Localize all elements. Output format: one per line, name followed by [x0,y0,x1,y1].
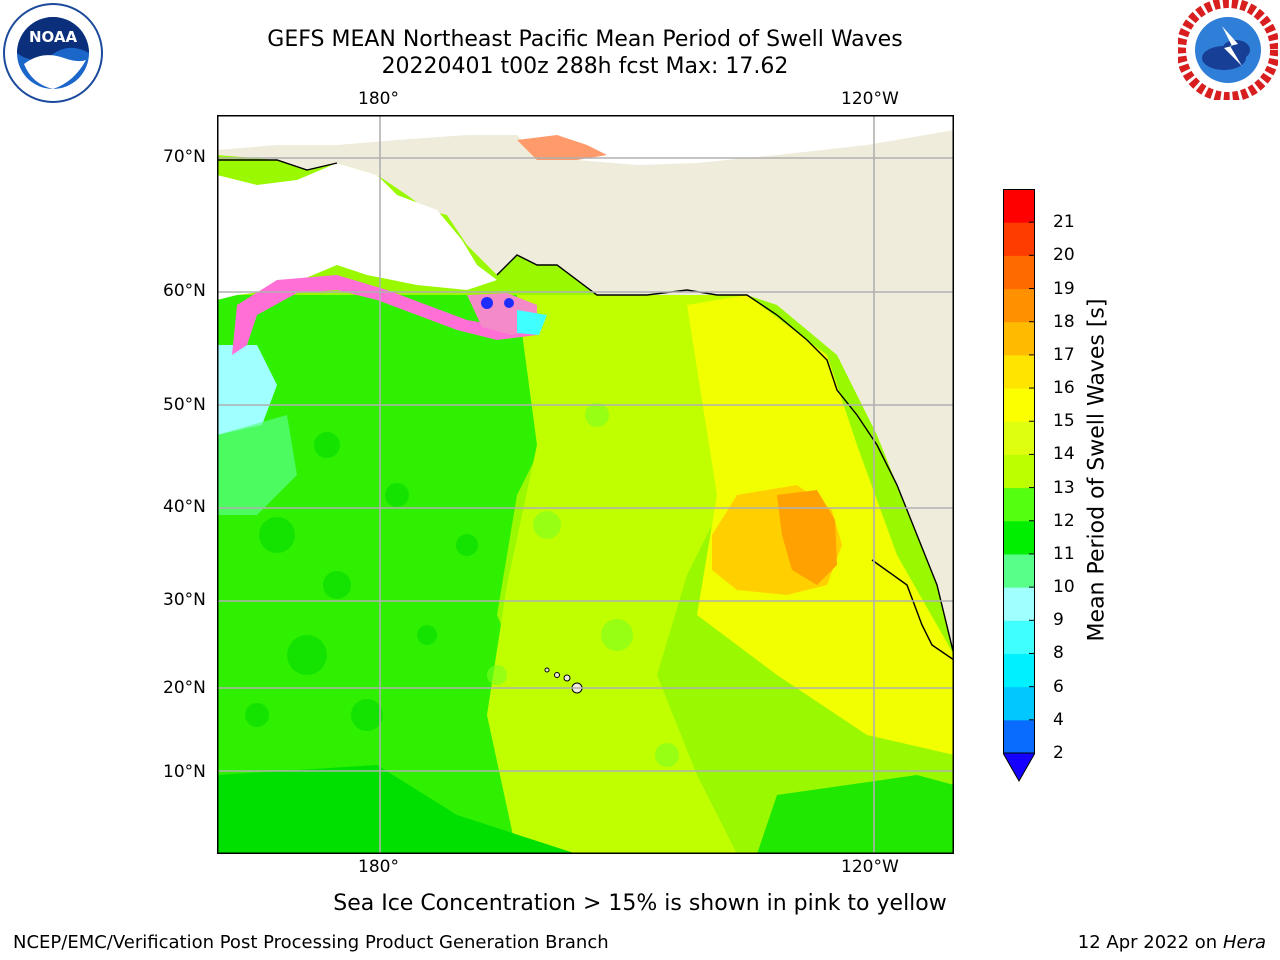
lon-tick-bottom-180: 180° [358,857,399,877]
colorbar-band [1003,288,1035,323]
colorbar-band [1003,321,1035,356]
colorbar [1002,189,1036,793]
colorbar-tick-label: 16 [1053,378,1075,399]
footer-date-text: 12 Apr 2022 on [1077,932,1218,953]
chart-subtitle: 20220401 t00z 288h fcst Max: 17.62 [381,54,789,79]
lat-tick-40n: 40°N [163,497,206,517]
map-frame [217,115,954,854]
nodata-arctic [217,115,954,165]
colorbar-under-arrow [1002,752,1036,783]
lat-tick-20n: 20°N [163,678,206,698]
lon-tick-top-180: 180° [358,89,399,109]
coastline-baja [871,559,954,661]
hawaii-islands [544,667,583,694]
colorbar-band [1003,653,1035,688]
noaa-logo-icon: NOAA [2,2,104,108]
graticule [217,115,954,854]
land-north [217,115,954,655]
map-panel [217,115,954,854]
footer-host: Hera [1222,932,1266,953]
nodata-bering [217,163,497,300]
lat-tick-30n: 30°N [163,590,206,610]
sea-ice-cyan-patch [517,310,547,335]
colorbar-band [1003,454,1035,489]
coastline-alaska [217,159,954,656]
lat-tick-60n: 60°N [163,281,206,301]
colorbar-band [1003,189,1035,223]
colorbar-band [1003,354,1035,389]
colorbar-tick-label: 8 [1053,643,1064,664]
chart-title: GEFS MEAN Northeast Pacific Mean Period … [267,27,903,52]
colorbar-band [1003,421,1035,455]
colorbar-band [1003,587,1035,621]
colorbar-tick-label: 9 [1053,610,1064,631]
lon-tick-bottom-120w: 120°W [841,857,899,877]
lon-tick-top-120w: 120°W [841,89,899,109]
zone-cyan-west [217,345,277,435]
colorbar-title: Mean Period of Swell Waves [s] [1084,298,1110,642]
colorbar-band [1003,553,1035,588]
colorbar-band [1003,222,1035,256]
colorbar-tick-label: 18 [1053,311,1075,332]
colorbar-band [1003,686,1035,721]
zone-lightgreen-west [217,415,297,515]
sea-ice-arctic [517,135,607,160]
colorbar-tick-label: 11 [1053,543,1075,564]
colorbar-tick-label: 20 [1053,245,1075,266]
colorbar-tick-label: 6 [1053,676,1064,697]
colorbar-band [1003,388,1035,422]
lat-tick-50n: 50°N [163,395,206,415]
zone-green-southeast [757,775,954,854]
colorbar-tick-label: 15 [1053,411,1075,432]
sea-ice-blue-patch [481,297,493,309]
footer-date: 12 Apr 2022 on Hera [1078,932,1266,953]
noaa-logo-text: NOAA [29,28,78,46]
colorbar-tick-label: 19 [1053,278,1075,299]
colorbar-tick-label: 10 [1053,577,1075,598]
colorbar-frame [1003,189,1035,754]
colorbar-tick-label: 4 [1053,709,1064,730]
colorbar-tick-label: 21 [1053,212,1075,233]
colorbar-band [1003,719,1035,754]
colorbar-band [1003,487,1035,522]
sea-ice-caption: Sea Ice Concentration > 15% is shown in … [333,891,947,916]
sea-ice-bering [232,275,537,355]
colorbar-tick-label: 14 [1053,444,1075,465]
colorbar-tick-label: 13 [1053,477,1075,498]
nws-logo-icon [1176,0,1280,104]
lat-tick-10n: 10°N [163,762,206,782]
zone-darkorange-coast [777,490,837,585]
footer-credit: NCEP/EMC/Verification Post Processing Pr… [13,932,609,953]
lat-tick-70n: 70°N [163,147,206,167]
colorbar-band [1003,520,1035,555]
colorbar-tick-label: 17 [1053,344,1075,365]
colorbar-tick-label: 2 [1053,743,1064,763]
zone-green-south [217,765,577,854]
colorbar-band [1003,255,1035,290]
colorbar-tick-label: 12 [1053,510,1075,531]
colorbar-band [1003,620,1035,654]
